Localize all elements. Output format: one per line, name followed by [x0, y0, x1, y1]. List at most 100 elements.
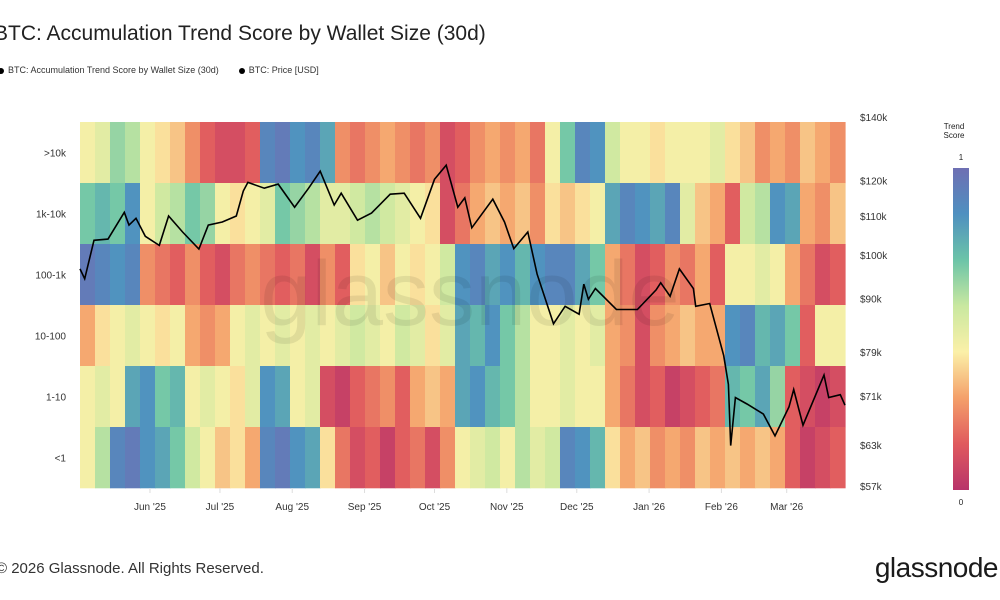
heatmap-cell: [575, 122, 591, 184]
heatmap-cell: [230, 305, 246, 367]
heatmap-cell: [455, 427, 471, 489]
price-tick-label: $63k: [860, 441, 883, 452]
heatmap-cell: [695, 305, 711, 367]
heatmap-cell: [200, 305, 216, 367]
heatmap-cell: [620, 183, 636, 245]
heatmap-cell: [500, 122, 516, 184]
heatmap-cell: [770, 122, 786, 184]
heatmap-cell: [560, 244, 576, 306]
heatmap-cell: [440, 122, 456, 184]
heatmap-cell: [260, 244, 276, 306]
heatmap-cell: [215, 244, 231, 306]
heatmap-cell: [125, 305, 141, 367]
heatmap-cell: [425, 366, 441, 428]
heatmap-cell: [650, 244, 666, 306]
heatmap-cell: [785, 305, 801, 367]
heatmap-cell: [665, 122, 681, 184]
heatmap-cell: [245, 366, 261, 428]
heatmap-cell: [815, 183, 831, 245]
heatmap-cell: [380, 305, 396, 367]
heatmap-cell: [95, 122, 111, 184]
heatmap-cell: [485, 305, 501, 367]
heatmap-cell: [470, 427, 486, 489]
heatmap-cell: [290, 305, 306, 367]
heatmap-cell: [740, 305, 756, 367]
heatmap-cell: [485, 122, 501, 184]
row-label: 1k-10k: [36, 210, 67, 221]
heatmap-cell: [170, 122, 186, 184]
price-line: [79, 163, 846, 446]
heatmap-cell: [245, 183, 261, 245]
heatmap-cell: [770, 305, 786, 367]
heatmap-cell: [530, 183, 546, 245]
heatmap-cell: [680, 122, 696, 184]
heatmap-cell: [275, 427, 291, 489]
heatmap-cell: [785, 427, 801, 489]
price-tick-label: $57k: [860, 482, 883, 493]
price-tick-label: $110k: [860, 212, 888, 223]
heatmap-cell: [680, 366, 696, 428]
heatmap-cell: [695, 122, 711, 184]
x-tick-label: Nov '25: [490, 502, 524, 513]
heatmap-cell: [350, 305, 366, 367]
heatmap-cell: [155, 183, 171, 245]
heatmap-cell: [80, 183, 96, 245]
heatmap-cell: [800, 122, 816, 184]
heatmap-cell: [95, 427, 111, 489]
heatmap-cell: [425, 427, 441, 489]
heatmap-cell: [350, 366, 366, 428]
colorbar-title: Trend Score: [944, 122, 965, 140]
heatmap-cell: [800, 427, 816, 489]
heatmap-cell: [305, 366, 321, 428]
heatmap-cell: [335, 366, 351, 428]
heatmap-cell: [665, 244, 681, 306]
heatmap-cell: [395, 305, 411, 367]
heatmap-cell: [80, 427, 96, 489]
heatmap-cell: [575, 305, 591, 367]
heatmap-cell: [155, 122, 171, 184]
heatmap-cell: [125, 427, 141, 489]
heatmap-cell: [230, 366, 246, 428]
heatmap-cell: [245, 427, 261, 489]
heatmap-cell: [95, 305, 111, 367]
heatmap-cell: [725, 244, 741, 306]
heatmap-cell: [635, 122, 651, 184]
heatmap-cell: [560, 427, 576, 489]
heatmap-cell: [815, 427, 831, 489]
heatmap-cell: [440, 427, 456, 489]
heatmap-cell: [350, 122, 366, 184]
heatmap-cell: [125, 366, 141, 428]
x-tick-label: Mar '26: [770, 502, 803, 513]
heatmap-cell: [335, 305, 351, 367]
heatmap-cell: [665, 183, 681, 245]
x-tick-label: Sep '25: [348, 502, 382, 513]
heatmap-cell: [740, 366, 756, 428]
legend-item-trend-score[interactable]: BTC: Accumulation Trend Score by Wallet …: [0, 65, 219, 75]
heatmap-cell: [740, 427, 756, 489]
heatmap-cell: [170, 244, 186, 306]
heatmap-cell: [305, 244, 321, 306]
heatmap-cell: [650, 427, 666, 489]
heatmap-cell: [365, 305, 381, 367]
heatmap-cell: [185, 244, 201, 306]
heatmap-cell: [815, 305, 831, 367]
heatmap-cell: [485, 427, 501, 489]
heatmap-cell: [395, 183, 411, 245]
legend-item-price[interactable]: BTC: Price [USD]: [238, 65, 319, 75]
heatmap-cell: [635, 183, 651, 245]
heatmap-cell: [95, 183, 111, 245]
price-tick-label: $79k: [860, 348, 883, 359]
heatmap-cell: [290, 122, 306, 184]
heatmap-cell: [530, 305, 546, 367]
heatmap-cell: [710, 244, 726, 306]
heatmap-cell: [830, 183, 846, 245]
heatmap-cell: [440, 305, 456, 367]
heatmap-cell: [275, 366, 291, 428]
heatmap-cell: [155, 366, 171, 428]
heatmap-cell: [545, 366, 561, 428]
heatmap-cell: [650, 366, 666, 428]
heatmap-cell: [245, 305, 261, 367]
heatmap-cell: [320, 427, 336, 489]
heatmap-cell: [290, 183, 306, 245]
copyright-footer: © 2026 Glassnode. All Rights Reserved.: [0, 560, 264, 577]
